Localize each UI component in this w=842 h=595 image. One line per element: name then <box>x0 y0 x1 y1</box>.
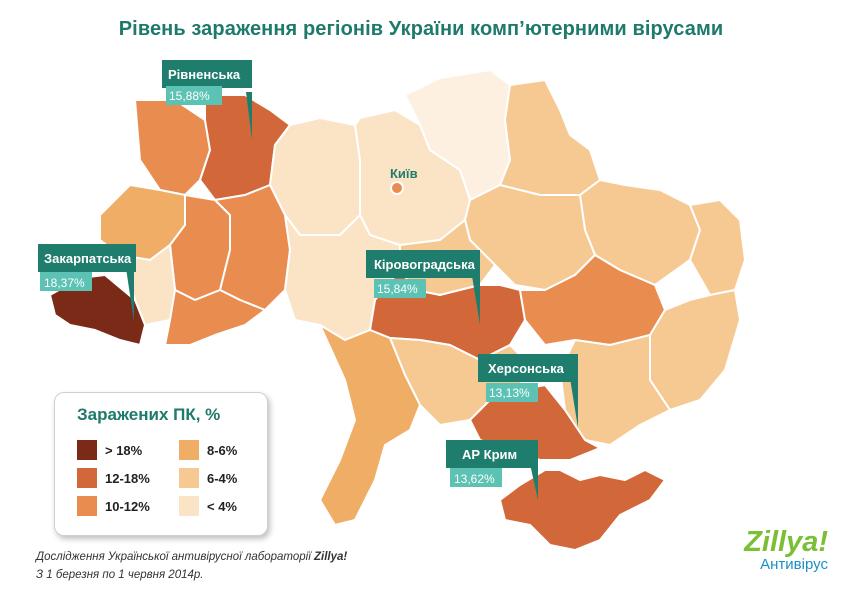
callout-crimea-name: АР Крим <box>462 447 517 462</box>
footer-prefix: Дослідження Української антивірусної лаб… <box>36 551 314 563</box>
callout-kirovohrad-value: 15,84% <box>377 282 418 296</box>
callout-kherson-value: 13,13% <box>489 386 530 400</box>
footer-line-1: Дослідження Української антивірусної лаб… <box>36 548 347 566</box>
zillya-logo: Zillya! Антивірус <box>728 527 828 573</box>
legend-item: 10-12% <box>77 496 150 516</box>
region-zakarpattia <box>49 274 146 346</box>
callout-kirovohrad-name: Кіровоградська <box>374 257 476 272</box>
callout-zakarpattia-name: Закарпатська <box>44 251 132 266</box>
logo-sub: Антивірус <box>760 556 828 573</box>
legend-label: < 4% <box>207 498 237 514</box>
kyiv-marker-icon <box>390 181 404 195</box>
callout-kherson: Херсонська 13,13% <box>478 354 578 428</box>
legend-title: Заражених ПК, % <box>77 405 221 424</box>
footer-line-2: З 1 березня по 1 червня 2014р. <box>36 569 204 581</box>
footer-brand: Zillya! <box>313 551 348 563</box>
legend-swatch <box>179 468 199 488</box>
legend-item: > 18% <box>77 440 142 460</box>
callout-crimea: АР Крим 13,62% <box>446 440 538 500</box>
legend-label: > 18% <box>105 442 143 458</box>
region-khmelnytskyi <box>214 184 291 311</box>
legend-label: 12-18% <box>105 470 150 486</box>
legend-item: 6-4% <box>179 468 237 488</box>
region-crimea <box>499 469 666 551</box>
map-legend: Заражених ПК, % > 18% 12-18% 10-12% 8-6%… <box>54 392 268 536</box>
region-chernivtsi <box>164 289 266 346</box>
region-volyn <box>134 99 211 196</box>
region-odesa <box>319 324 421 526</box>
kyiv-label: Київ <box>390 166 418 181</box>
callout-kirovohrad: Кіровоградська 15,84% <box>366 250 480 325</box>
region-zaporizhzhia <box>559 334 671 446</box>
callout-rivne-value: 15,88% <box>169 89 210 103</box>
legend-label: 10-12% <box>105 498 150 514</box>
region-sumy <box>499 79 601 196</box>
legend-item: 8-6% <box>179 440 237 460</box>
logo-word: Zillya! <box>744 526 828 558</box>
legend-label: 8-6% <box>207 442 238 458</box>
footer-source: Дослідження Української антивірусної лаб… <box>36 548 347 584</box>
callout-rivne-name: Рівненська <box>168 67 241 82</box>
region-luhansk <box>689 199 746 296</box>
callout-zakarpattia-value: 18,37% <box>44 276 85 290</box>
callout-rivne: Рівненська 15,88% <box>162 60 252 140</box>
legend-swatch <box>77 440 97 460</box>
callout-crimea-value: 13,62% <box>454 472 495 486</box>
map-title: Рівень зараження регіонів України комп’ю… <box>118 18 724 40</box>
legend-swatch <box>77 468 97 488</box>
legend-swatch <box>77 496 97 516</box>
legend-item: < 4% <box>179 496 237 516</box>
legend-item: 12-18% <box>77 468 150 488</box>
legend-swatch <box>179 440 199 460</box>
legend-swatch <box>179 496 199 516</box>
callout-zakarpattia: Закарпатська 18,37% <box>38 244 136 322</box>
callout-kherson-name: Херсонська <box>488 361 565 376</box>
legend-label: 6-4% <box>207 470 238 486</box>
